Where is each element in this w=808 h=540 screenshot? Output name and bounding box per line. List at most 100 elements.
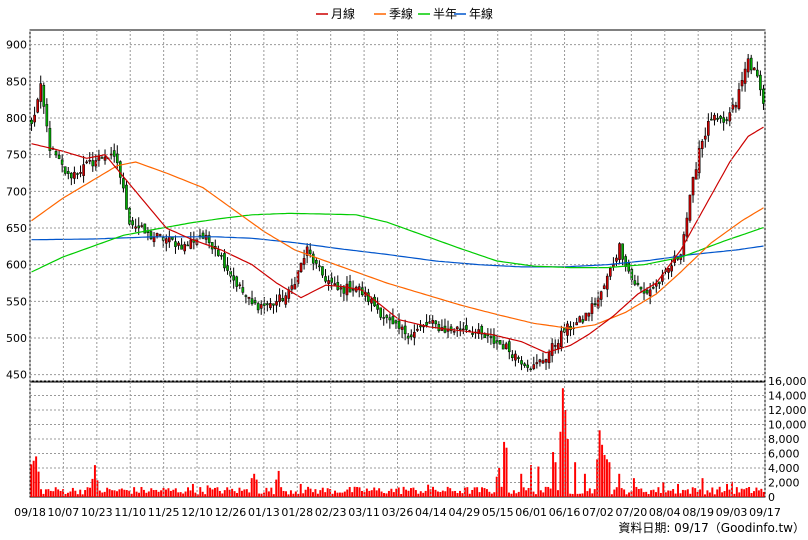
volume-bar <box>485 489 488 497</box>
volume-bar <box>684 490 687 497</box>
volume-bar <box>79 489 82 497</box>
candle-body <box>168 236 171 243</box>
volume-bar <box>454 490 457 497</box>
candle-body <box>88 160 92 162</box>
volume-bar <box>390 488 393 497</box>
volume-bar <box>282 490 285 497</box>
volume-bar <box>716 489 719 497</box>
volume-bar <box>69 491 72 497</box>
candle-body <box>759 74 762 91</box>
volume-bar <box>81 494 84 497</box>
volume-bar <box>164 489 167 497</box>
candle-body <box>275 301 278 306</box>
candle-body <box>725 119 729 121</box>
candle-body <box>651 287 655 289</box>
candle-body <box>716 117 719 120</box>
volume-bar <box>730 481 733 497</box>
candle-body <box>700 141 704 150</box>
candle-body <box>370 298 373 304</box>
volume-bar <box>628 492 631 497</box>
volume-bar <box>463 487 466 497</box>
volume-bar <box>569 493 572 497</box>
volume-bar <box>179 492 182 497</box>
volume-bar <box>37 471 40 497</box>
x-tick-label: 04/29 <box>448 506 480 519</box>
candle-body <box>330 277 333 283</box>
volume-tick-label: 0 <box>768 491 775 504</box>
ma-half-year-line <box>31 212 764 273</box>
volume-bar <box>613 489 616 497</box>
volume-bar <box>743 489 746 497</box>
volume-bar <box>172 489 175 497</box>
candle-body <box>115 153 119 164</box>
volume-bar <box>657 487 660 497</box>
volume-bar <box>669 490 672 497</box>
candle-body <box>302 258 306 265</box>
volume-bar <box>135 491 138 497</box>
volume-bar <box>292 493 295 497</box>
candle-body <box>740 80 744 87</box>
candle-body <box>284 295 288 305</box>
candle-body <box>566 323 569 336</box>
volume-bar <box>407 490 410 497</box>
volume-bar <box>591 493 594 497</box>
volume-bar <box>549 488 552 497</box>
volume-bar <box>341 492 344 497</box>
candle-body <box>321 266 324 276</box>
candle-body <box>489 336 493 338</box>
volume-bar <box>258 493 261 497</box>
volume-bar <box>598 430 601 497</box>
price-tick-label: 750 <box>6 149 27 162</box>
candle-body <box>42 85 46 107</box>
volume-bar <box>686 489 689 497</box>
candle-body <box>100 157 104 159</box>
volume-bar <box>54 487 57 497</box>
candle-body <box>587 312 591 317</box>
volume-bar <box>701 478 704 497</box>
volume-bar <box>733 493 736 497</box>
volume-bar <box>152 490 155 497</box>
volume-bar <box>184 491 187 497</box>
candle-body <box>311 253 315 264</box>
volume-bar <box>93 465 96 497</box>
candle-body <box>207 235 211 243</box>
x-tick-label: 11/10 <box>114 506 146 519</box>
candle-body <box>538 359 542 363</box>
volume-bar <box>667 490 670 497</box>
candle-body <box>33 114 36 123</box>
volume-bar <box>422 492 425 497</box>
volume-bar <box>108 489 111 497</box>
candle-body <box>605 275 609 290</box>
candle-body <box>66 171 70 174</box>
volume-bar <box>400 493 403 497</box>
price-tick-label: 900 <box>6 39 27 52</box>
volume-bar <box>130 493 133 497</box>
candle-body <box>333 283 337 286</box>
volume-bar <box>385 493 388 497</box>
data-date-footer: 資料日期: 09/17（Goodinfo.tw） <box>618 521 805 535</box>
x-tick-label: 02/23 <box>315 506 347 519</box>
volume-bar <box>691 487 694 497</box>
volume-bar <box>503 441 506 497</box>
candle-body <box>599 291 603 300</box>
volume-bar <box>309 488 312 497</box>
candle-body <box>465 325 468 330</box>
volume-bar <box>356 487 359 497</box>
candle-body <box>109 153 113 156</box>
candle-body <box>645 289 649 294</box>
candle-body <box>299 262 303 273</box>
volume-bar <box>140 486 143 497</box>
candle-body <box>397 320 401 329</box>
candle-body <box>382 317 386 319</box>
volume-bar <box>211 489 214 497</box>
volume-bar <box>642 492 645 497</box>
candle-body <box>149 231 153 240</box>
volume-bar <box>417 493 420 497</box>
volume-bar <box>59 490 62 497</box>
volume-bar <box>62 489 65 497</box>
volume-bar <box>395 488 398 497</box>
candle-body <box>131 220 134 226</box>
price-tick-label: 650 <box>6 222 27 235</box>
volume-bar <box>42 493 45 497</box>
volume-bar <box>696 491 699 497</box>
